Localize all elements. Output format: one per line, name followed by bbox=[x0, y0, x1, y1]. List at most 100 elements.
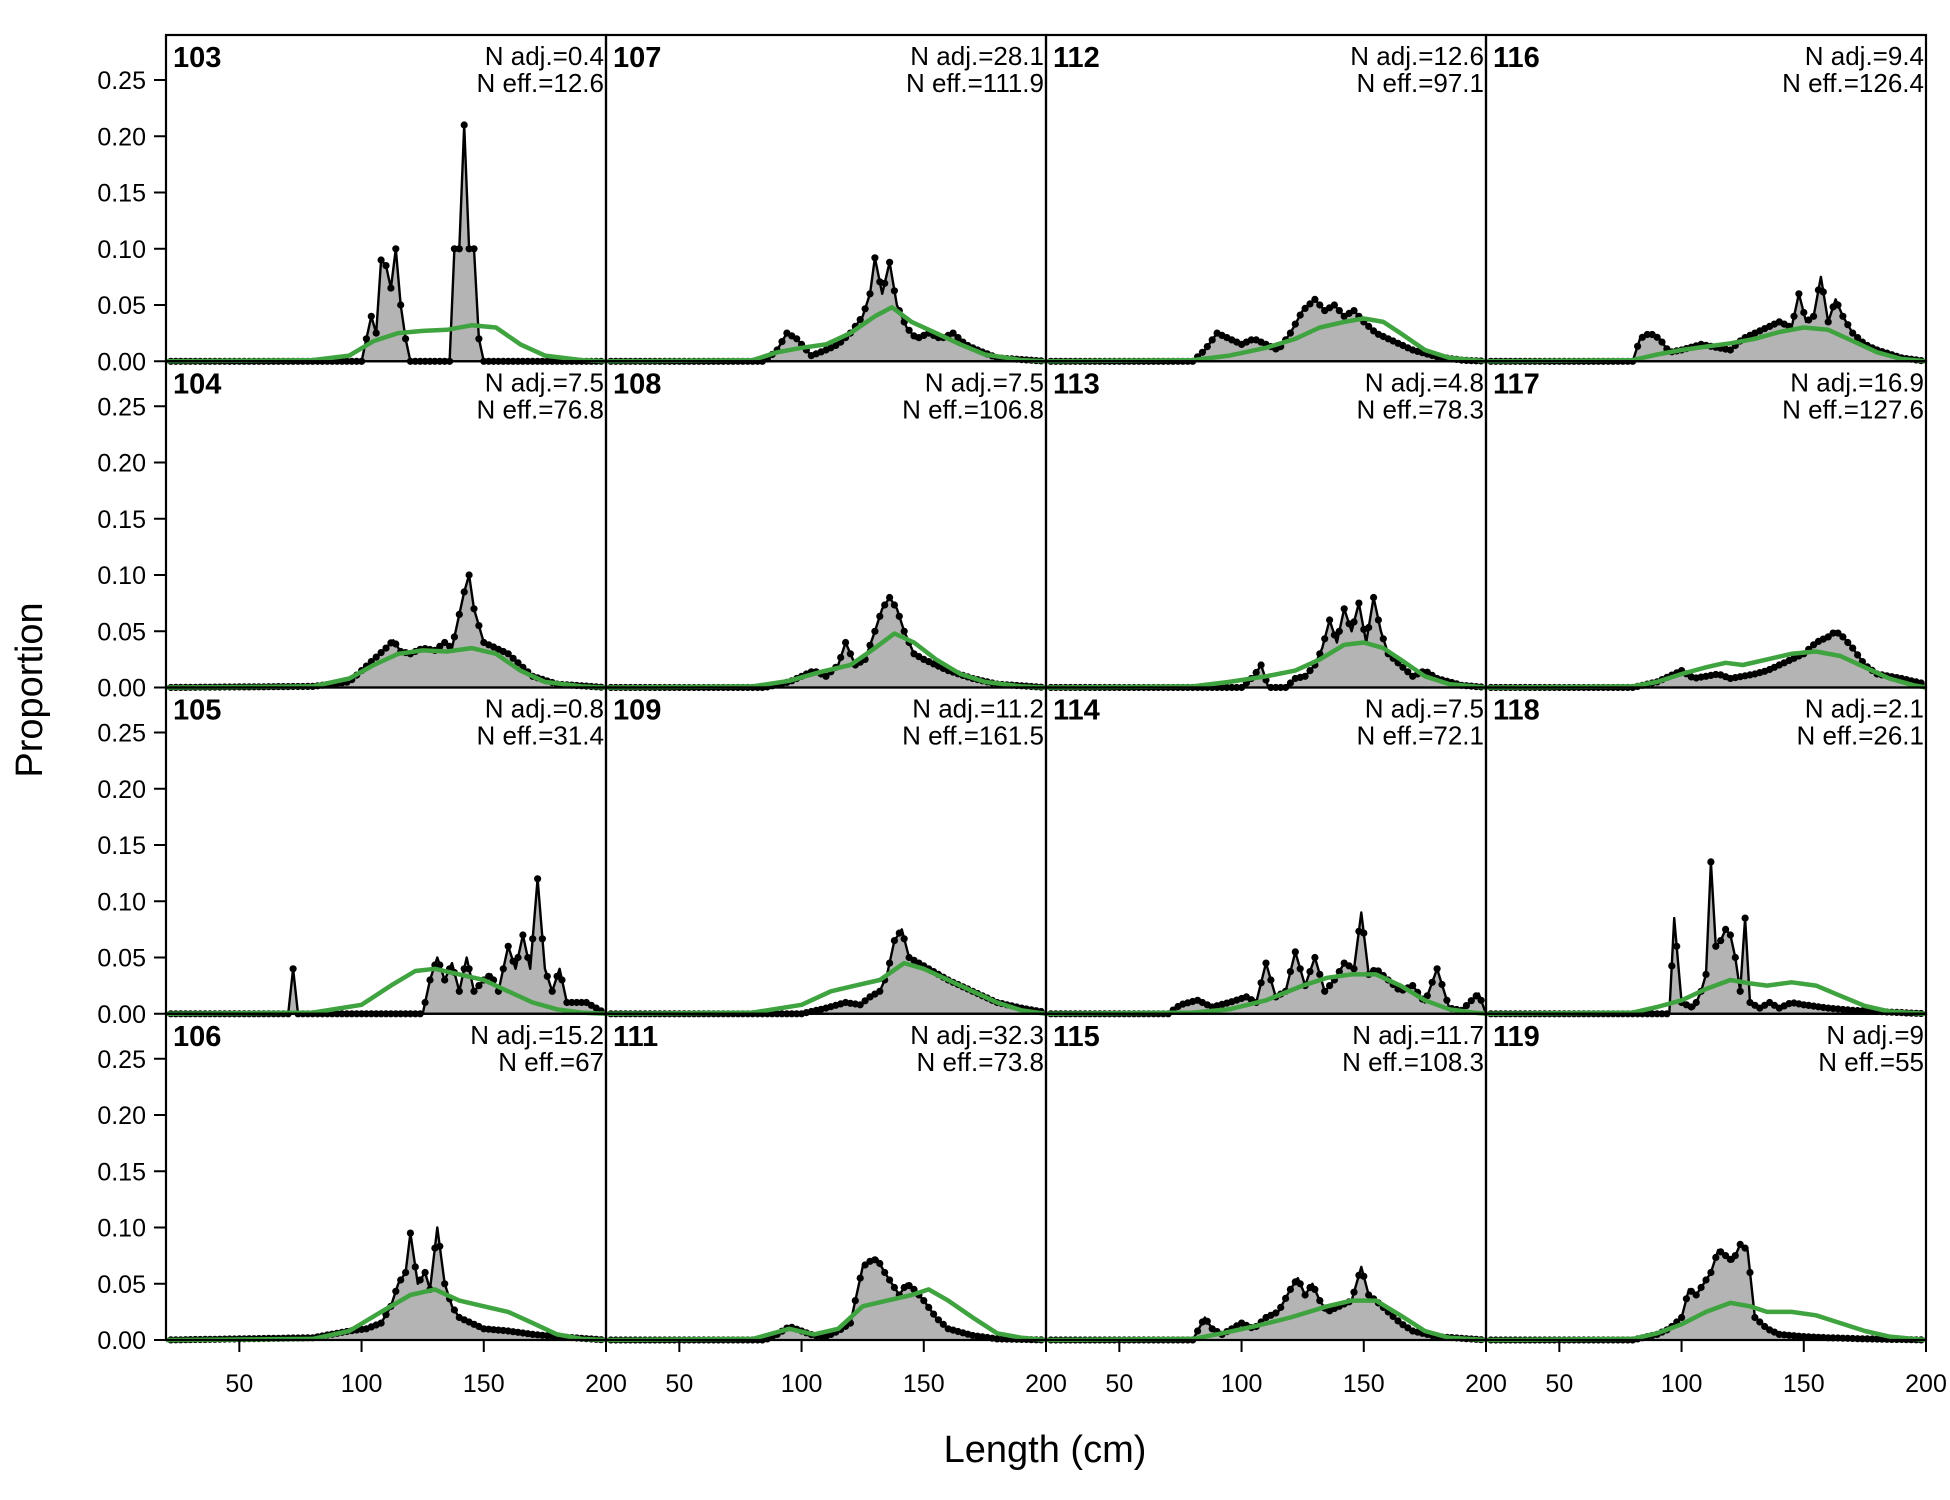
observed-point bbox=[1316, 650, 1324, 658]
observed-point bbox=[509, 957, 517, 965]
panel-116: 116 N adj.=9.4N eff.=126.4 bbox=[1484, 33, 1928, 365]
y-tick-label: 0.10 bbox=[97, 888, 146, 916]
y-tick-label: 0.25 bbox=[97, 720, 146, 748]
observed-point bbox=[436, 1242, 444, 1250]
observed-point bbox=[514, 953, 522, 962]
observed-point bbox=[886, 1276, 894, 1284]
observed-point bbox=[1824, 633, 1832, 641]
n-eff-label: N eff.=12.6 bbox=[477, 68, 604, 98]
observed-point bbox=[1399, 663, 1407, 671]
x-tick-label: 200 bbox=[1465, 1370, 1507, 1398]
observed-point bbox=[499, 965, 507, 973]
observed-point bbox=[1277, 1303, 1285, 1311]
observed-point bbox=[475, 622, 483, 630]
observed-point bbox=[890, 601, 899, 609]
observed-point bbox=[441, 1280, 449, 1288]
y-tick-label: 0.20 bbox=[97, 776, 146, 804]
observed-point bbox=[1306, 667, 1314, 675]
observed-point bbox=[1717, 937, 1725, 945]
y-tick-label: 0.00 bbox=[97, 675, 146, 703]
observed-point bbox=[475, 982, 483, 990]
n-eff-label: N eff.=111.9 bbox=[906, 68, 1044, 98]
observed-point bbox=[416, 1276, 424, 1284]
observed-point bbox=[1854, 334, 1862, 342]
expected-line bbox=[1485, 1300, 1927, 1343]
panel-label: 117 bbox=[1493, 368, 1540, 400]
observed-point bbox=[1472, 992, 1480, 1000]
x-tick-label: 50 bbox=[1105, 1370, 1133, 1398]
observed-point bbox=[1741, 914, 1749, 922]
observed-point bbox=[925, 1303, 933, 1311]
observed-point bbox=[1854, 651, 1862, 659]
x-tick-label: 150 bbox=[903, 1370, 945, 1398]
expected-line bbox=[1485, 649, 1927, 690]
observed-point bbox=[1306, 968, 1314, 976]
observed-point bbox=[1365, 1291, 1373, 1299]
observed-point bbox=[382, 644, 390, 652]
n-adj-label: N adj.=15.2 bbox=[470, 1020, 604, 1050]
observed-point bbox=[1267, 976, 1275, 984]
observed-point bbox=[1428, 978, 1436, 986]
observed-point bbox=[895, 612, 903, 620]
observed-point bbox=[455, 610, 463, 619]
y-tick-label: 0.15 bbox=[97, 180, 146, 208]
expected-line bbox=[1485, 977, 1927, 1017]
observed-point bbox=[1262, 959, 1270, 967]
observed-point bbox=[372, 329, 380, 337]
observed-point bbox=[441, 638, 449, 647]
observed-point bbox=[1849, 329, 1857, 337]
y-tick-label: 0.15 bbox=[97, 1158, 146, 1186]
observed-point bbox=[382, 1311, 390, 1319]
observed-point bbox=[1756, 1318, 1764, 1326]
observed-point bbox=[1252, 668, 1260, 677]
observed-point bbox=[930, 1310, 938, 1318]
observed-point bbox=[1257, 661, 1265, 669]
observed-point bbox=[1311, 1285, 1319, 1293]
observed-point bbox=[842, 638, 850, 647]
observed-point bbox=[1311, 953, 1319, 962]
observed-point bbox=[1795, 290, 1803, 298]
observed-area bbox=[1486, 276, 1926, 362]
observed-point bbox=[441, 976, 449, 984]
observed-point bbox=[1286, 679, 1294, 687]
observed-point bbox=[1340, 605, 1348, 613]
observed-point bbox=[1301, 304, 1309, 312]
y-tick-label: 0.05 bbox=[97, 292, 146, 320]
observed-point bbox=[886, 593, 894, 602]
observed-point bbox=[421, 998, 429, 1007]
panel-label: 114 bbox=[1053, 695, 1100, 727]
observed-point bbox=[871, 627, 879, 635]
expected-line bbox=[1045, 640, 1487, 690]
observed-point bbox=[475, 335, 483, 343]
observed-point bbox=[543, 972, 551, 980]
x-axis: 50 100 150 200 50 100 150 200 50 100 150 200 50 100 15… bbox=[225, 1340, 1947, 1398]
observed-point bbox=[1379, 635, 1387, 643]
panel-103: 103 N adj.=0.4N eff.=12.6 bbox=[164, 33, 608, 365]
observed-point bbox=[421, 1268, 429, 1277]
observed-point bbox=[1805, 316, 1813, 324]
observed-point bbox=[514, 659, 522, 667]
observed-area bbox=[1486, 1244, 1926, 1340]
n-adj-label: N adj.=9 bbox=[1826, 1020, 1924, 1050]
n-eff-label: N eff.=97.1 bbox=[1357, 68, 1484, 98]
n-adj-label: N adj.=2.1 bbox=[1805, 694, 1924, 724]
expected-line bbox=[1045, 316, 1487, 364]
n-adj-label: N adj.=4.8 bbox=[1365, 367, 1484, 397]
observed-point bbox=[1301, 1291, 1309, 1299]
observed-point bbox=[1423, 992, 1431, 1000]
panel-label: 105 bbox=[173, 695, 221, 727]
observed-point bbox=[856, 1274, 864, 1282]
y-tick-label: 0.20 bbox=[97, 450, 146, 478]
y-tick-label: 0.00 bbox=[97, 1327, 146, 1355]
observed-point bbox=[954, 334, 962, 342]
expected-line bbox=[605, 305, 1047, 364]
observed-point bbox=[446, 642, 454, 650]
observed-point bbox=[485, 972, 493, 980]
y-tick-label: 0.05 bbox=[97, 1271, 146, 1299]
observed-point bbox=[1350, 307, 1358, 315]
observed-area bbox=[166, 878, 606, 1014]
observed-point bbox=[1326, 616, 1334, 624]
observed-point bbox=[1374, 616, 1382, 624]
x-tick-label: 200 bbox=[1905, 1370, 1947, 1398]
